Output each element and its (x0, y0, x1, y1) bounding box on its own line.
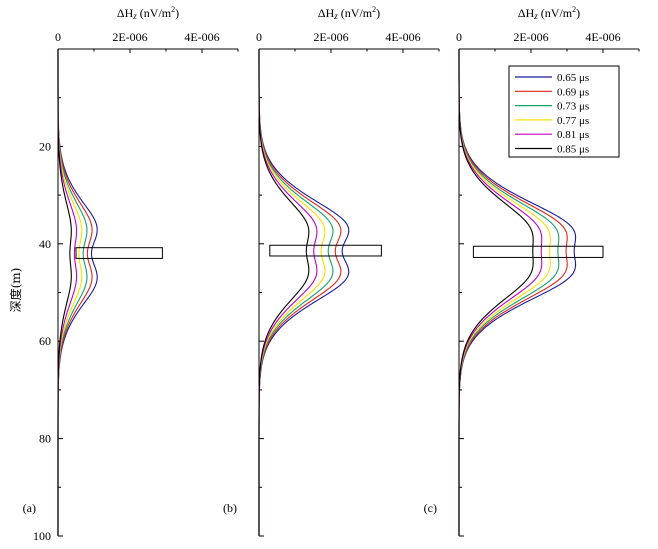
series-line-6 (57, 49, 72, 536)
panel-label: (b) (223, 501, 237, 515)
legend-items: 0.65 μs 0.69 μs 0.73 μs 0.77 μs 0.81 μs 0.85 … (515, 72, 589, 156)
y-tick-label: 60 (39, 334, 51, 348)
y-tick-label: 100 (33, 529, 51, 543)
x-tick-label: 2E-006 (112, 30, 147, 44)
x-axis-title: ΔHz (nV/m2) (318, 5, 380, 21)
series-line-3 (258, 49, 334, 536)
y-tick-label: 40 (39, 237, 51, 251)
series-line-2 (258, 49, 342, 536)
target-layer-box (75, 247, 163, 259)
y-axis-title: 深度(m) (8, 268, 23, 313)
y-tick-label: 20 (39, 139, 51, 153)
series-line-4 (258, 49, 326, 536)
series-line-4 (57, 49, 83, 536)
panels-layer: 0 2E-006 4E-006 20 40 60 80 100 ΔHz (nV/m2) (a) 0 2… (23, 5, 640, 543)
x-tick-label: 4E-006 (184, 30, 219, 44)
x-tick-label: 2E-006 (513, 30, 548, 44)
series-line-6 (458, 49, 534, 536)
target-layer-box (269, 244, 382, 257)
x-axis-title: ΔHz (nV/m2) (518, 5, 580, 21)
legend-label: 0.85 μs (557, 144, 589, 156)
legend-label: 0.73 μs (557, 101, 589, 113)
x-tick-label: 0 (456, 30, 462, 44)
panel-label: (a) (23, 501, 36, 515)
panel-b: 0 2E-006 4E-006 ΔHz (nV/m2) (b) (223, 5, 440, 537)
legend-label: 0.81 μs (557, 129, 589, 141)
target-layer-box (472, 245, 604, 258)
legend-label: 0.77 μs (557, 115, 589, 127)
series-line-6 (258, 49, 310, 536)
legend-label: 0.69 μs (557, 86, 589, 98)
legend-frame (508, 65, 620, 158)
y-tick-label: 80 (39, 432, 51, 446)
x-axis-title: ΔHz (nV/m2) (117, 5, 179, 21)
series-line-5 (258, 49, 318, 536)
series-line-2 (57, 49, 93, 536)
x-tick-label: 0 (256, 30, 262, 44)
x-tick-label: 4E-006 (385, 30, 420, 44)
legend-label: 0.65 μs (557, 72, 589, 84)
series-line-1 (57, 49, 98, 536)
x-tick-label: 2E-006 (313, 30, 348, 44)
series-line-3 (57, 49, 88, 536)
x-tick-label: 0 (55, 30, 61, 44)
panel-c: 0 2E-006 4E-006 ΔHz (nV/m2) (c) (424, 5, 640, 537)
panel-a: 0 2E-006 4E-006 20 40 60 80 100 ΔHz (nV/m2) (a) (23, 5, 239, 543)
x-tick-label: 4E-006 (585, 30, 620, 44)
panel-label: (c) (424, 501, 437, 515)
legend: 0.65 μs 0.69 μs 0.73 μs 0.77 μs 0.81 μs 0.85 … (508, 65, 620, 158)
